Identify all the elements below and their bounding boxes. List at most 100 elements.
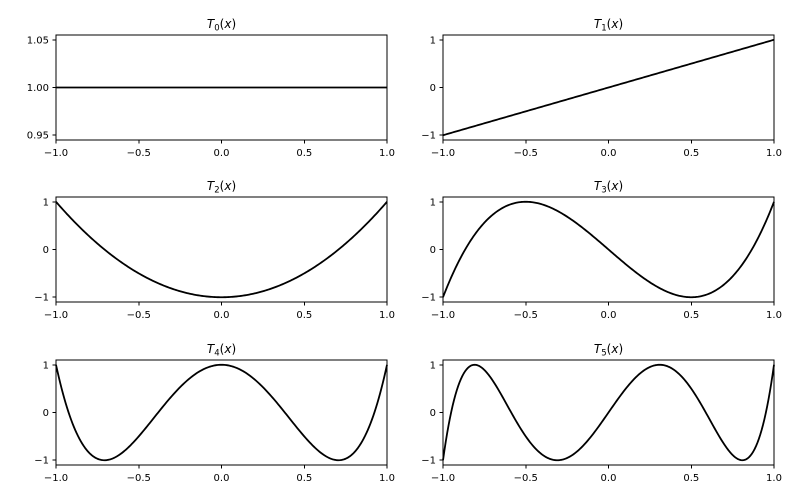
y-tick-label: 1	[43, 197, 49, 208]
x-tick-label: 0.0	[214, 310, 230, 321]
title-open-paren: (	[220, 179, 225, 193]
title-function-symbol: T	[594, 17, 603, 31]
title-close-paren: )	[231, 179, 236, 193]
title-subscript: 5	[601, 349, 606, 359]
x-tick-label: 1.0	[766, 473, 782, 484]
subplot-t4: −1.0 −0.5 0.0 0.5 1.0 −1 0 1 T4(x)	[34, 342, 395, 484]
x-tick-label: 1.0	[766, 148, 782, 159]
title-function-symbol: T	[207, 17, 216, 31]
y-tick-label: −1	[421, 456, 436, 467]
y-tick-label: 1	[430, 35, 436, 46]
curve-t1	[442, 38, 775, 137]
title-variable: x	[223, 17, 232, 31]
tick-marks	[52, 201, 388, 306]
title-variable: x	[223, 342, 232, 356]
y-tick-label: 0.95	[27, 131, 49, 142]
x-tick-label: 0.0	[601, 473, 617, 484]
title-variable: x	[610, 17, 619, 31]
y-tick-label: −1	[421, 293, 436, 304]
x-tick-label: −0.5	[127, 473, 151, 484]
title-open-paren: (	[220, 342, 225, 356]
title-close-paren: )	[618, 179, 623, 193]
title-function-symbol: T	[207, 342, 216, 356]
tick-marks	[52, 364, 388, 469]
x-tick-label: 0.5	[683, 473, 699, 484]
x-tick-label: −1.0	[44, 148, 68, 159]
title-function-symbol: T	[594, 179, 603, 193]
x-tick-label: −1.0	[431, 310, 455, 321]
subplot-title: T5(x)	[594, 342, 623, 359]
x-tick-label: 0.5	[683, 310, 699, 321]
y-tick-label: 0	[430, 83, 436, 94]
curve-t4	[55, 363, 388, 462]
x-tick-label: 0.5	[683, 148, 699, 159]
y-tick-label: 0	[430, 408, 436, 419]
title-close-paren: )	[618, 342, 623, 356]
tick-marks	[439, 364, 775, 469]
title-close-paren: )	[231, 342, 236, 356]
tick-marks	[439, 39, 775, 144]
curve-t5	[442, 363, 775, 462]
y-tick-label: 0	[43, 245, 49, 256]
curve-t3	[442, 200, 775, 299]
y-tick-label: 0	[43, 408, 49, 419]
x-tick-label: 0.5	[296, 310, 312, 321]
title-function-symbol: T	[207, 179, 216, 193]
x-tick-label: 1.0	[379, 148, 395, 159]
x-tick-label: −0.5	[514, 148, 538, 159]
tick-marks	[439, 201, 775, 306]
title-open-paren: (	[220, 17, 225, 31]
title-subscript: 2	[214, 186, 219, 196]
title-close-paren: )	[231, 17, 236, 31]
x-tick-label: 0.5	[296, 148, 312, 159]
title-subscript: 3	[601, 186, 606, 196]
title-close-paren: )	[618, 17, 623, 31]
title-open-paren: (	[607, 17, 612, 31]
subplot-t3: −1.0 −0.5 0.0 0.5 1.0 −1 0 1 T3(x)	[421, 179, 782, 321]
x-tick-label: 1.0	[379, 473, 395, 484]
x-tick-label: −0.5	[514, 310, 538, 321]
x-tick-label: 1.0	[379, 310, 395, 321]
x-tick-label: −0.5	[127, 148, 151, 159]
y-tick-label: 1	[43, 360, 49, 371]
y-tick-label: 1.05	[27, 35, 49, 46]
y-tick-label: −1	[34, 456, 49, 467]
x-tick-label: 0.0	[601, 148, 617, 159]
y-tick-label: 1	[430, 197, 436, 208]
title-variable: x	[223, 179, 232, 193]
x-tick-label: 0.0	[214, 148, 230, 159]
title-function-symbol: T	[594, 342, 603, 356]
subplot-title: T1(x)	[594, 17, 623, 34]
subplot-t0: −1.0 −0.5 0.0 0.5 1.0 0.95 1.00 1.05 T0(x)	[27, 17, 395, 159]
x-tick-label: 0.0	[601, 310, 617, 321]
axes-frame	[55, 359, 388, 466]
x-tick-label: −0.5	[514, 473, 538, 484]
x-tick-label: −1.0	[44, 310, 68, 321]
y-tick-label: 1	[430, 360, 436, 371]
title-subscript: 4	[214, 349, 219, 359]
subplot-title: T0(x)	[207, 17, 236, 34]
subplot-t5: −1.0 −0.5 0.0 0.5 1.0 −1 0 1 T5(x)	[421, 342, 782, 484]
subplot-title: T4(x)	[207, 342, 236, 359]
subplot-t2: −1.0 −0.5 0.0 0.5 1.0 −1 0 1 T2(x)	[34, 179, 395, 321]
x-tick-label: 1.0	[766, 310, 782, 321]
y-tick-label: −1	[34, 293, 49, 304]
x-tick-label: −0.5	[127, 310, 151, 321]
x-tick-label: −1.0	[431, 473, 455, 484]
title-open-paren: (	[607, 179, 612, 193]
title-variable: x	[610, 342, 619, 356]
tick-marks	[52, 39, 388, 144]
title-subscript: 0	[214, 24, 219, 34]
subplot-title: T3(x)	[594, 179, 623, 196]
y-tick-label: −1	[421, 131, 436, 142]
title-open-paren: (	[607, 342, 612, 356]
x-tick-label: 0.5	[296, 473, 312, 484]
y-tick-label: 0	[430, 245, 436, 256]
subplot-title: T2(x)	[207, 179, 236, 196]
title-subscript: 1	[601, 24, 606, 34]
x-tick-label: 0.0	[214, 473, 230, 484]
x-tick-label: −1.0	[431, 148, 455, 159]
